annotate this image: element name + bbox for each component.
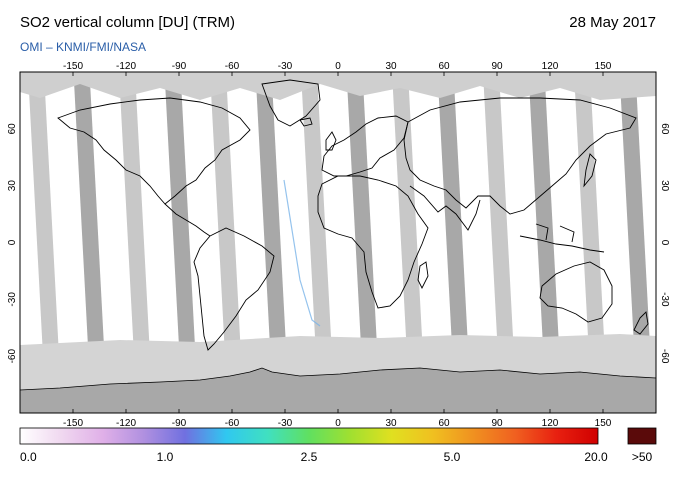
- africa-coast: [317, 175, 429, 309]
- lat-tick-label: 60: [7, 123, 18, 135]
- colorbar-overflow-swatch: [627, 427, 657, 445]
- antarctica: [20, 367, 656, 413]
- orbit-swath-gap: [392, 72, 426, 413]
- iceland-coast: [299, 117, 313, 127]
- lat-tick-label: -30: [7, 292, 18, 307]
- orbit-swath-gap: [346, 72, 381, 413]
- orbit-swath-gap: [528, 72, 563, 413]
- lon-tick-label: -120: [116, 418, 136, 429]
- map-date: 28 May 2017: [569, 14, 656, 31]
- lon-ticks-bottom: -150 -120 -90 -60 -30 0 30 60 90 120 150: [63, 409, 612, 429]
- lon-tick-label: 120: [542, 61, 559, 72]
- map-plot-area: [20, 72, 656, 413]
- lon-tick-label: 90: [491, 61, 503, 72]
- orbit-swath-gap: [164, 72, 199, 413]
- greenland-coast: [261, 79, 321, 127]
- lat-tick-label: 30: [7, 180, 18, 192]
- orbit-swath-gap: [73, 72, 108, 413]
- new-zealand-coast: [633, 311, 649, 335]
- madagascar-coast: [417, 261, 429, 290]
- lon-tick-label: -60: [225, 418, 240, 429]
- lat-tick-label: -60: [7, 349, 18, 364]
- lon-tick-label: 150: [595, 61, 612, 72]
- lat-tick-label: 0: [659, 240, 670, 246]
- lon-tick-label: 120: [542, 418, 559, 429]
- lat-tick-label: -60: [659, 349, 670, 364]
- australia-coast: [539, 261, 613, 323]
- lon-tick-label: 0: [335, 61, 341, 72]
- lon-tick-label: -150: [63, 418, 83, 429]
- asia-coast: [403, 97, 637, 215]
- orbit-swath-gap: [437, 72, 472, 413]
- lon-tick-label: 60: [438, 418, 450, 429]
- orbit-swath-gap: [255, 72, 290, 413]
- lon-tick-label: -30: [278, 61, 293, 72]
- lon-tick-label: -30: [278, 418, 293, 429]
- colorbar-label-2: 2.5: [300, 450, 318, 464]
- so2-trace-streak: [283, 179, 321, 327]
- lat-ticks: 60 60 30 30 0 0 -30 -30 -60 -60: [7, 123, 670, 364]
- uk-coast: [325, 131, 337, 151]
- orbit-swath-gap: [210, 72, 244, 413]
- lon-tick-label: -90: [172, 418, 187, 429]
- lon-tick-label: 150: [595, 418, 612, 429]
- lon-tick-label: 90: [491, 418, 503, 429]
- orbit-swath-gap: [483, 72, 517, 413]
- lon-tick-label: 60: [438, 61, 450, 72]
- lon-tick-label: -60: [225, 61, 240, 72]
- orbit-swath-gap: [119, 72, 153, 413]
- central-america-coast: [164, 203, 211, 237]
- lon-tick-label: 0: [335, 418, 341, 429]
- arabia-india-coast: [409, 185, 481, 231]
- colorbar-label-0: 0.0: [20, 450, 37, 464]
- lat-tick-label: 0: [7, 239, 18, 245]
- orbit-swath-gap: [574, 72, 608, 413]
- coastlines: [57, 79, 649, 351]
- lat-tick-label: 60: [659, 123, 670, 135]
- orbit-swath-gap: [28, 72, 62, 413]
- lat-tick-label: -30: [659, 292, 670, 307]
- colorbar-overflow-label: >50: [631, 450, 653, 464]
- lon-tick-label: -120: [116, 61, 136, 72]
- north-america-coast: [57, 97, 251, 205]
- lon-ticks-top: -150 -120 -90 -60 -30 0 30 60 90 120 150: [63, 61, 612, 76]
- indonesia-coast: [519, 223, 605, 253]
- colorbar-label-4: 20.0: [584, 450, 608, 464]
- colorbar-label-3: 5.0: [443, 450, 461, 464]
- map-subtitle: OMI – KNMI/FMI/NASA: [20, 40, 147, 54]
- colorbar-label-1: 1.0: [156, 450, 174, 464]
- map-title: SO2 vertical column [DU] (TRM): [20, 14, 236, 31]
- lon-tick-label: 30: [385, 418, 397, 429]
- orbit-swath-gap: [301, 72, 335, 413]
- colorbar: [19, 427, 599, 445]
- lon-tick-label: -90: [172, 61, 187, 72]
- lon-tick-label: 30: [385, 61, 397, 72]
- arctic-no-data: [20, 72, 656, 100]
- lat-tick-label: 30: [659, 180, 670, 192]
- japan-coast: [583, 153, 597, 188]
- south-america-coast: [193, 227, 275, 351]
- lon-tick-label: -150: [63, 61, 83, 72]
